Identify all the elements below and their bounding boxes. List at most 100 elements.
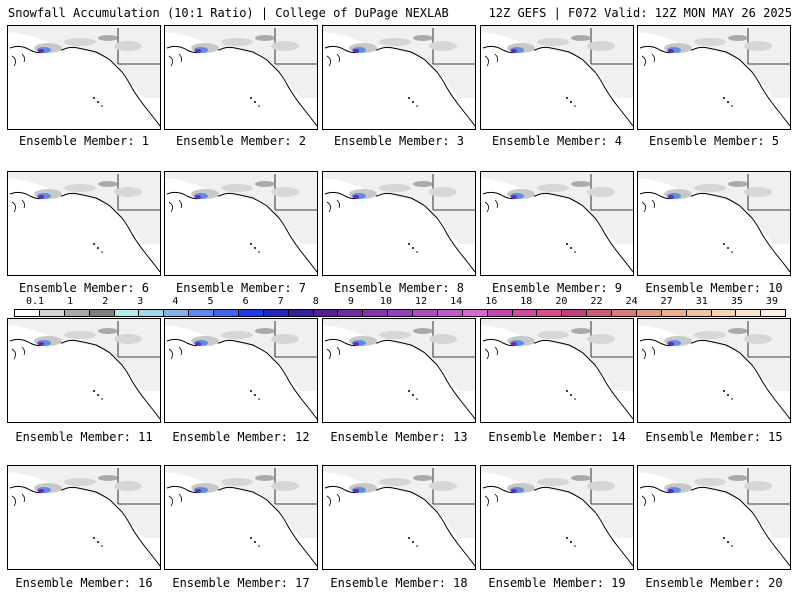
snowfall-map: [481, 319, 633, 422]
snowfall-map: [8, 172, 160, 275]
colorbar-label: 6: [242, 296, 249, 307]
ensemble-caption-9: Ensemble Member: 9: [491, 281, 623, 295]
colorbar-label: 7: [277, 296, 284, 307]
ensemble-caption-4: Ensemble Member: 4: [491, 134, 623, 148]
colorbar-segment: [263, 310, 289, 316]
snowfall-map: [165, 319, 317, 422]
colorbar-label: 8: [312, 296, 319, 307]
colorbar-segment: [686, 310, 712, 316]
ensemble-caption-15: Ensemble Member: 15: [645, 430, 783, 444]
colorbar-segment: [288, 310, 314, 316]
snowfall-map: [165, 466, 317, 569]
snowfall-map: [638, 319, 790, 422]
ensemble-caption-7: Ensemble Member: 7: [175, 281, 307, 295]
colorbar-segment: [89, 310, 115, 316]
colorbar-segment: [238, 310, 264, 316]
colorbar-segment: [761, 310, 786, 316]
ensemble-caption-5: Ensemble Member: 5: [648, 134, 780, 148]
colorbar-segment: [562, 310, 588, 316]
ensemble-caption-16: Ensemble Member: 16: [15, 576, 153, 590]
colorbar-segment: [164, 310, 190, 316]
colorbar-segment: [537, 310, 563, 316]
snowfall-map: [8, 26, 160, 129]
colorbar-segment: [214, 310, 239, 316]
colorbar-label: 14: [450, 296, 463, 307]
colorbar-segment: [711, 310, 737, 316]
ensemble-map-19: [480, 465, 634, 570]
snowfall-map: [323, 172, 475, 275]
colorbar-segment: [636, 310, 662, 316]
ensemble-caption-18: Ensemble Member: 18: [330, 576, 468, 590]
colorbar-label: 9: [347, 296, 354, 307]
snowfall-map: [638, 466, 790, 569]
colorbar-label: 5: [207, 296, 214, 307]
ensemble-map-18: [322, 465, 476, 570]
snowfall-map: [323, 319, 475, 422]
ensemble-map-4: [480, 25, 634, 130]
colorbar-segment: [388, 310, 413, 316]
colorbar-segment: [413, 310, 438, 316]
ensemble-caption-6: Ensemble Member: 6: [18, 281, 150, 295]
model-run-info: 12Z GEFS | F072 Valid: 12Z MON MAY 26 20…: [488, 6, 792, 20]
ensemble-map-17: [164, 465, 318, 570]
ensemble-map-5: [637, 25, 791, 130]
map-title: Snowfall Accumulation (10:1 Ratio) | Col…: [8, 6, 449, 20]
colorbar-segment: [462, 310, 488, 316]
snowfall-map: [481, 26, 633, 129]
snowfall-map: [638, 172, 790, 275]
ensemble-caption-17: Ensemble Member: 17: [172, 576, 310, 590]
ensemble-caption-20: Ensemble Member: 20: [645, 576, 783, 590]
ensemble-caption-8: Ensemble Member: 8: [333, 281, 465, 295]
colorbar-segment: [15, 310, 40, 316]
ensemble-map-7: [164, 171, 318, 276]
colorbar-segment: [189, 310, 214, 316]
ensemble-caption-3: Ensemble Member: 3: [333, 134, 465, 148]
ensemble-map-11: [7, 318, 161, 423]
colorbar-segment: [487, 310, 513, 316]
ensemble-caption-12: Ensemble Member: 12: [172, 430, 310, 444]
colorbar-label: 22: [590, 296, 603, 307]
snowfall-map: [638, 26, 790, 129]
colorbar-segment: [39, 310, 65, 316]
colorbar-segment: [338, 310, 364, 316]
ensemble-caption-13: Ensemble Member: 13: [330, 430, 468, 444]
snowfall-map: [165, 172, 317, 275]
snowfall-map: [323, 26, 475, 129]
colorbar-segment: [661, 310, 687, 316]
colorbar-segment: [587, 310, 612, 316]
ensemble-map-16: [7, 465, 161, 570]
ensemble-map-15: [637, 318, 791, 423]
colorbar-segment: [139, 310, 165, 316]
snowfall-map: [8, 466, 160, 569]
snowfall-colorbar: [14, 309, 786, 317]
ensemble-map-12: [164, 318, 318, 423]
ensemble-caption-11: Ensemble Member: 11: [15, 430, 153, 444]
colorbar-label: 3: [137, 296, 144, 307]
ensemble-map-10: [637, 171, 791, 276]
colorbar-label: 35: [730, 296, 743, 307]
snowfall-map: [481, 172, 633, 275]
colorbar-segment: [313, 310, 339, 316]
colorbar-label: 2: [102, 296, 109, 307]
colorbar-segment: [512, 310, 538, 316]
colorbar-segment: [612, 310, 637, 316]
ensemble-map-8: [322, 171, 476, 276]
snowfall-map: [481, 466, 633, 569]
colorbar-segment: [64, 310, 90, 316]
ensemble-caption-10: Ensemble Member: 10: [645, 281, 783, 295]
ensemble-caption-14: Ensemble Member: 14: [488, 430, 626, 444]
ensemble-caption-2: Ensemble Member: 2: [175, 134, 307, 148]
ensemble-map-1: [7, 25, 161, 130]
colorbar-label: 20: [555, 296, 568, 307]
colorbar-label: 31: [695, 296, 708, 307]
ensemble-map-3: [322, 25, 476, 130]
ensemble-caption-19: Ensemble Member: 19: [488, 576, 626, 590]
colorbar-label: 0.1: [26, 296, 45, 307]
colorbar-segment: [114, 310, 140, 316]
snowfall-map: [323, 466, 475, 569]
colorbar-segment: [736, 310, 762, 316]
ensemble-caption-1: Ensemble Member: 1: [18, 134, 150, 148]
colorbar-label: 27: [660, 296, 673, 307]
colorbar-label: 18: [520, 296, 533, 307]
colorbar-labels: 0.1 1 2 3 4 5 6 7 8 9 10 12 14 16 18 20 22 24 27 31 35 39: [14, 296, 786, 308]
